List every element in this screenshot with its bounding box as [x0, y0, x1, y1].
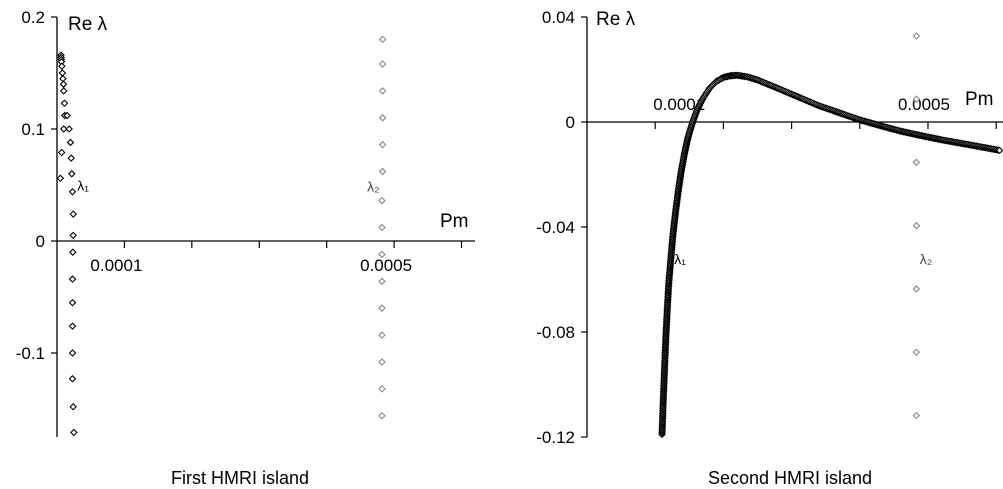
data-point [59, 125, 68, 133]
y-tick-label: 0 [566, 113, 575, 132]
chart-1-labels: λ₁ λ₂ [77, 178, 379, 195]
data-point [912, 285, 921, 293]
data-point [66, 138, 75, 147]
data-point [912, 158, 921, 167]
y-tick-label: 0 [36, 232, 45, 251]
data-point [59, 74, 67, 83]
data-point [68, 349, 77, 357]
data-point [378, 114, 387, 122]
data-point [68, 275, 77, 283]
chart-2-caption: Second HMRI island [708, 468, 872, 488]
data-point [68, 374, 77, 383]
data-point [63, 111, 71, 120]
data-point [67, 154, 75, 162]
data-point [378, 60, 387, 68]
series-2 [912, 32, 921, 420]
data-point [378, 304, 386, 312]
chart-2-x-axis-title: Pm [965, 89, 994, 110]
data-point [69, 248, 77, 256]
data-point [59, 80, 68, 88]
y-tick-label: 0.2 [21, 8, 45, 27]
data-point [60, 99, 69, 108]
y-tick-label: -0.04 [536, 218, 575, 237]
y-tick-label: -0.12 [536, 428, 575, 447]
y-tick-label: 0.04 [542, 8, 575, 27]
chart-2-y-axis-title: Re λ [596, 9, 636, 30]
data-point [378, 35, 387, 44]
series-1 [658, 71, 1003, 439]
data-point [912, 221, 921, 230]
data-point [58, 69, 67, 77]
y-tick-label: -0.1 [16, 344, 45, 363]
chart-1-x-axis-title: Pm [440, 211, 469, 232]
data-point [995, 146, 1003, 155]
data-point [912, 348, 921, 356]
data-point [912, 32, 921, 40]
series-2 [378, 35, 387, 420]
data-point [378, 167, 387, 176]
x-tick-label: 0.0001 [653, 95, 705, 114]
data-point [68, 187, 77, 196]
x-tick-label: 0.0001 [90, 256, 142, 275]
chart-2-labels: λ₁ λ₂ [674, 251, 932, 267]
data-point [68, 322, 77, 330]
data-point [378, 140, 387, 149]
data-point [57, 148, 66, 157]
data-point [68, 298, 77, 307]
y-tick-label: -0.08 [536, 323, 575, 342]
data-point [59, 87, 68, 95]
data-point [378, 358, 386, 366]
series-label: λ₁ [674, 251, 686, 267]
x-tick-label: 0.0005 [898, 95, 950, 114]
chart-2-marks [658, 32, 1003, 439]
data-point [378, 411, 386, 420]
data-point [56, 174, 65, 183]
chart-1-caption: First HMRI island [171, 468, 309, 488]
data-point [69, 402, 77, 411]
data-point [378, 277, 386, 286]
chart-2-axes: 0.04 0 -0.04 -0.08 -0.12 0.0001 0.0005 [536, 8, 1003, 447]
series-label: λ₂ [367, 179, 379, 195]
data-point [70, 428, 78, 437]
first-hmri-island-chart: 0.2 0.1 0 -0.1 0.0001 0.0005 λ₁ λ₂ Re λ Pm Fir… [16, 8, 475, 488]
data-point [912, 411, 921, 420]
data-point [378, 331, 386, 339]
data-point [58, 62, 66, 71]
x-tick-label: 0.0005 [360, 256, 412, 275]
data-point [68, 170, 76, 178]
data-point [378, 385, 386, 393]
y-tick-label: 0.1 [21, 120, 45, 139]
series-1 [56, 51, 78, 437]
second-hmri-island-chart: 0.04 0 -0.04 -0.08 -0.12 0.0001 0.0005 λ₁ λ₂ Re… [536, 8, 1003, 488]
data-point [378, 196, 386, 205]
series-label: λ₁ [77, 178, 89, 194]
data-point [69, 231, 77, 240]
data-point [378, 250, 386, 259]
data-point [65, 125, 73, 133]
chart-1-marks [56, 35, 387, 437]
chart-1-axes: 0.2 0.1 0 -0.1 0.0001 0.0005 [16, 8, 475, 437]
data-point [378, 87, 387, 95]
series-label: λ₂ [920, 251, 932, 267]
chart-1-y-axis-title: Re λ [68, 14, 108, 35]
data-point [912, 95, 921, 103]
data-point [378, 223, 386, 232]
data-point [69, 210, 77, 218]
